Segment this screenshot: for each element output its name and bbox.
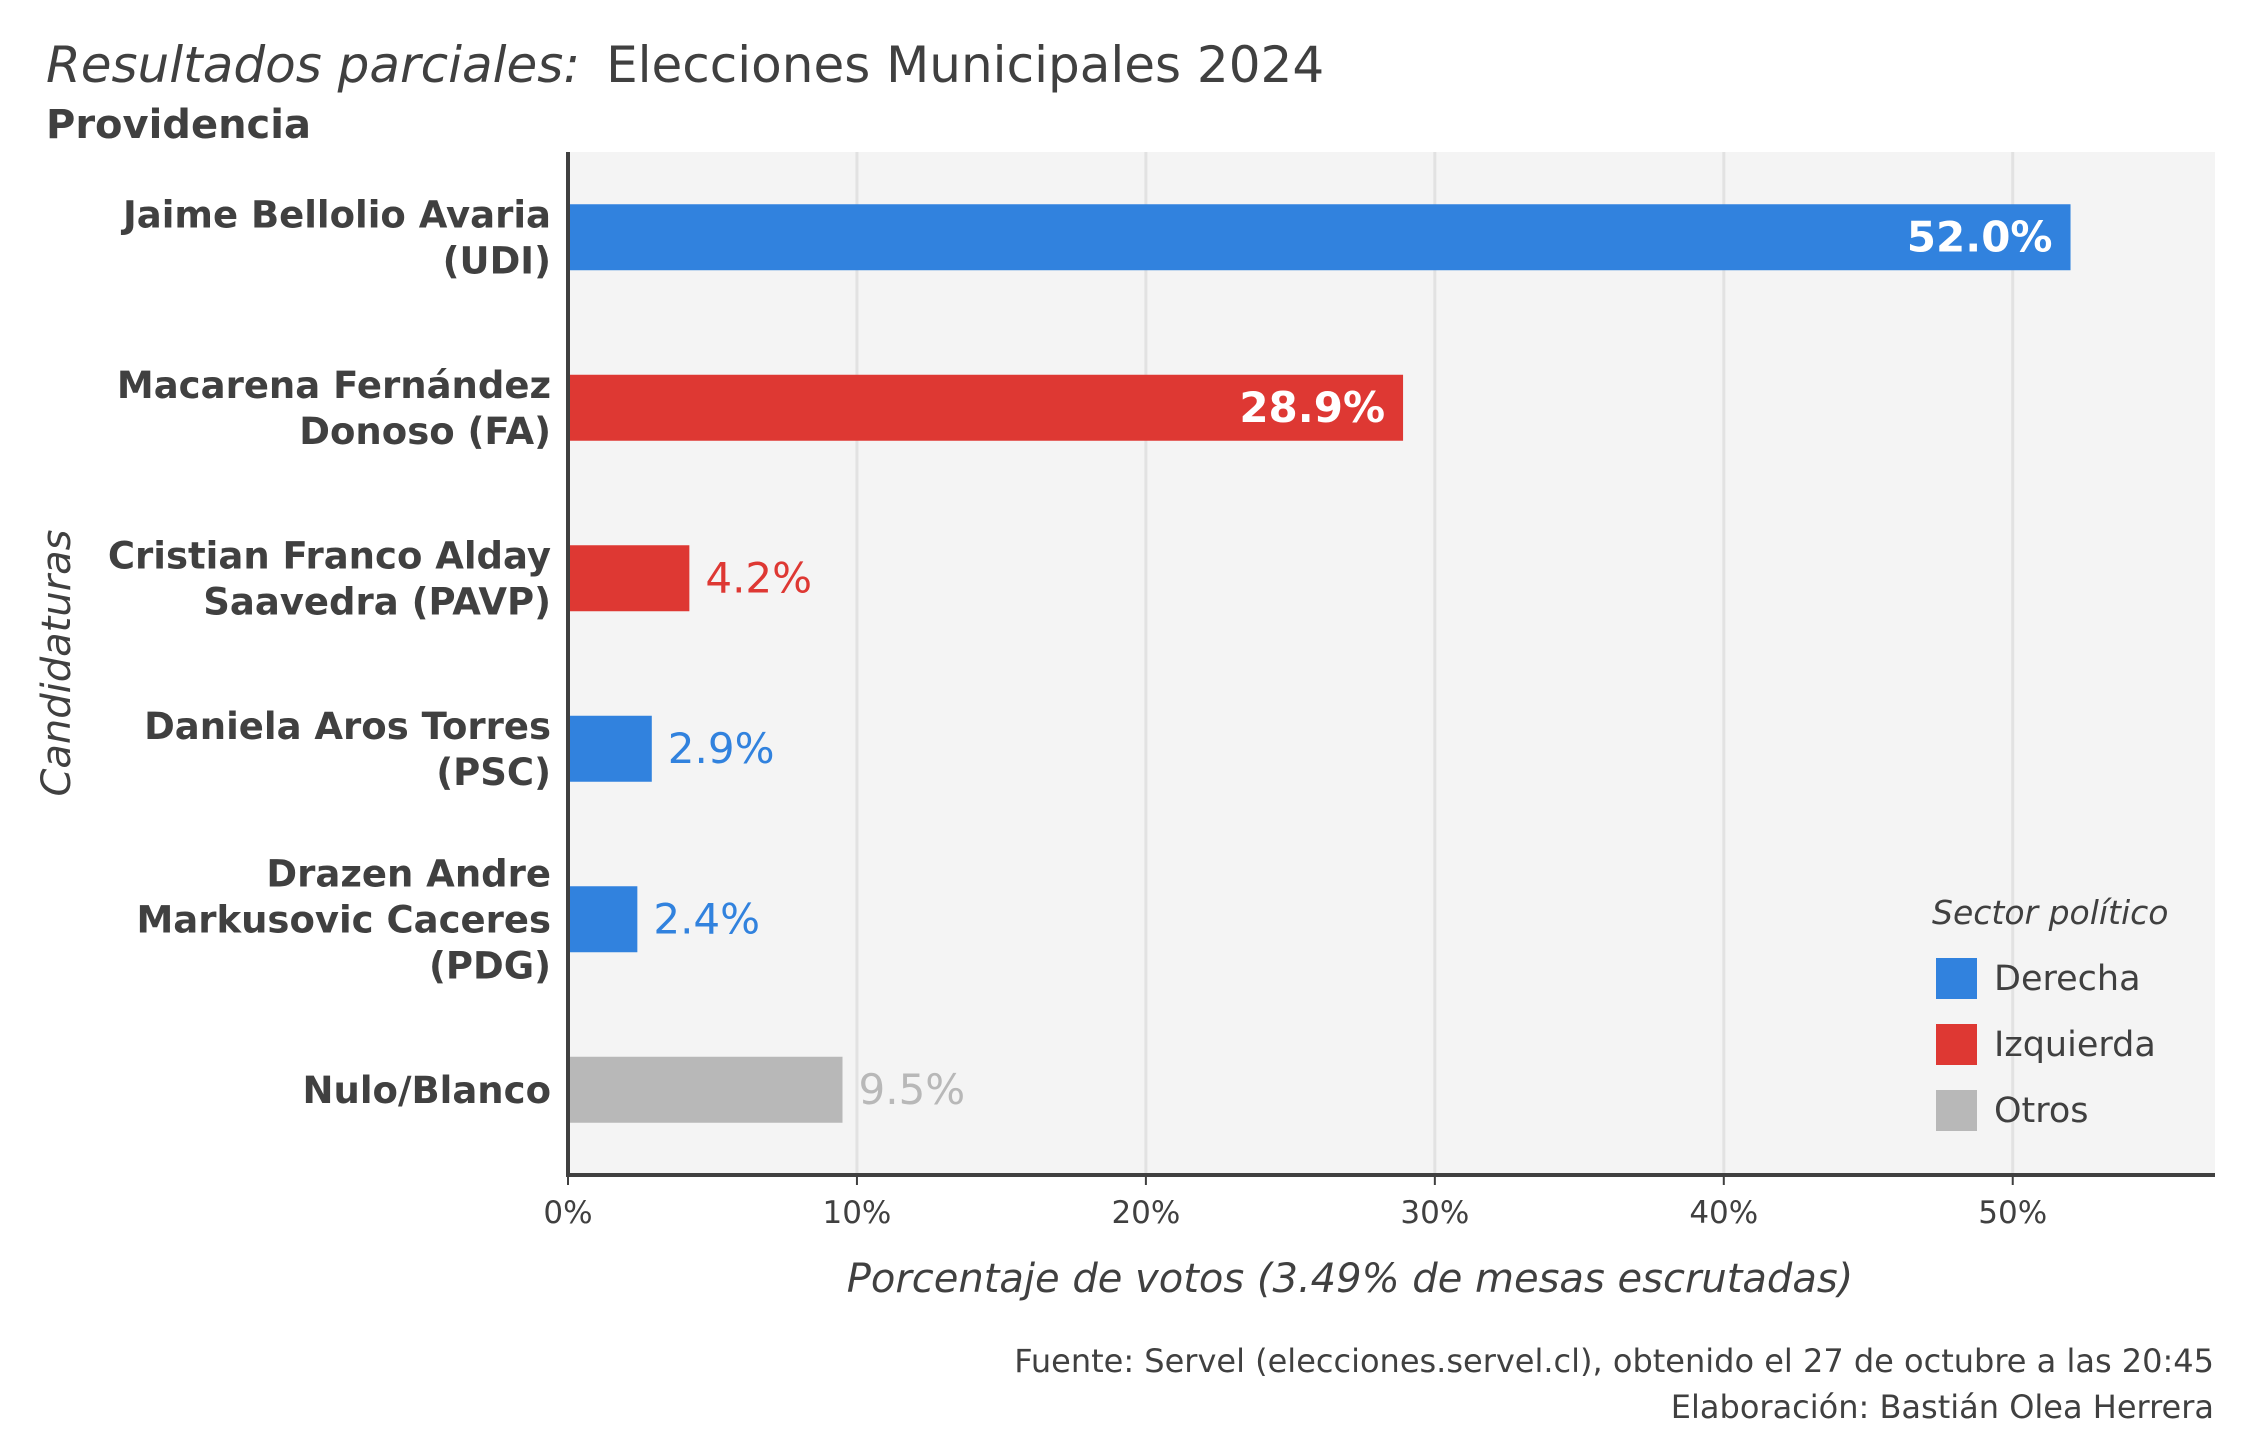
category-label: Cristian Franco Alday Saavedra (PAVP)	[108, 534, 551, 623]
category-label-line: (PSC)	[436, 751, 551, 794]
chart-subtitle: Providencia	[46, 102, 311, 148]
category-label-line: Saavedra (PAVP)	[203, 580, 551, 623]
category-label-line: (UDI)	[443, 239, 551, 282]
source-note: Fuente: Servel (elecciones.servel.cl), o…	[1014, 1342, 2214, 1380]
x-tick-label: 30%	[1400, 1195, 1469, 1231]
bar-value-label: 2.9%	[668, 724, 775, 773]
bar	[568, 886, 638, 953]
title-prefix: Resultados parciales:	[46, 36, 580, 94]
legend-label: Otros	[1994, 1091, 2089, 1131]
bar	[568, 204, 2071, 271]
x-tick-label: 40%	[1689, 1195, 1758, 1231]
category-label: Jaime Bellolio Avaria (UDI)	[120, 193, 551, 282]
chart-title: Resultados parciales: Elecciones Municip…	[46, 36, 1324, 94]
legend-swatch	[1936, 1024, 1977, 1065]
category-label-line: Cristian Franco Alday	[108, 534, 551, 577]
title-main: Elecciones Municipales 2024	[606, 36, 1324, 94]
x-tick-label: 50%	[1978, 1195, 2047, 1231]
legend-label: Izquierda	[1994, 1025, 2156, 1065]
x-ticks-group: 0% 10% 20% 30% 40% 50%	[543, 1175, 2047, 1231]
category-label-line: Daniela Aros Torres	[144, 705, 551, 748]
category-label-line: Macarena Fernández	[117, 364, 551, 407]
category-label-line: Drazen Andre	[266, 852, 551, 895]
legend-title: Sector político	[1932, 893, 2169, 932]
x-tick-label: 0%	[543, 1195, 592, 1231]
category-label: Drazen Andre Markusovic Caceres (PDG)	[136, 852, 551, 987]
bar-value-label: 28.9%	[1239, 383, 1385, 432]
x-axis-title: Porcentaje de votos (3.49% de mesas escr…	[847, 1256, 1854, 1302]
y-axis-title: Candidaturas	[34, 529, 80, 796]
category-label-line: Markusovic Caceres	[136, 898, 551, 941]
bars-group	[568, 204, 2071, 1123]
legend: Sector político Derecha Izquierda Otros	[1932, 893, 2169, 1131]
bar-value-label: 2.4%	[653, 894, 760, 943]
category-labels-group: Jaime Bellolio Avaria (UDI) Macarena Ferná…	[108, 193, 551, 1112]
bar-value-label: 4.2%	[705, 553, 812, 602]
category-label-line: Donoso (FA)	[299, 410, 551, 453]
bar	[568, 715, 652, 782]
x-tick-label: 20%	[1111, 1195, 1180, 1231]
legend-label: Derecha	[1994, 959, 2141, 999]
bar	[568, 1056, 843, 1123]
category-label-line: Nulo/Blanco	[303, 1069, 551, 1112]
bar	[568, 545, 690, 612]
legend-swatch	[1936, 1090, 1977, 1131]
category-label: Nulo/Blanco	[303, 1069, 551, 1112]
legend-swatch	[1936, 958, 1977, 999]
x-tick-label: 10%	[822, 1195, 891, 1231]
bar-value-label: 52.0%	[1907, 212, 2053, 261]
value-labels-group: 52.0% 28.9% 4.2% 2.9% 2.4% 9.5%	[653, 212, 2052, 1114]
category-label-line: Jaime Bellolio Avaria	[120, 193, 551, 236]
bar-value-label: 9.5%	[859, 1065, 966, 1114]
plot-panel	[568, 152, 2215, 1175]
category-label: Daniela Aros Torres (PSC)	[144, 705, 551, 794]
category-label-line: (PDG)	[429, 944, 551, 987]
credit-note: Elaboración: Bastián Olea Herrera	[1671, 1388, 2214, 1426]
category-label: Macarena Fernández Donoso (FA)	[117, 364, 551, 453]
gridlines	[855, 152, 2015, 1175]
bar	[568, 374, 1404, 441]
